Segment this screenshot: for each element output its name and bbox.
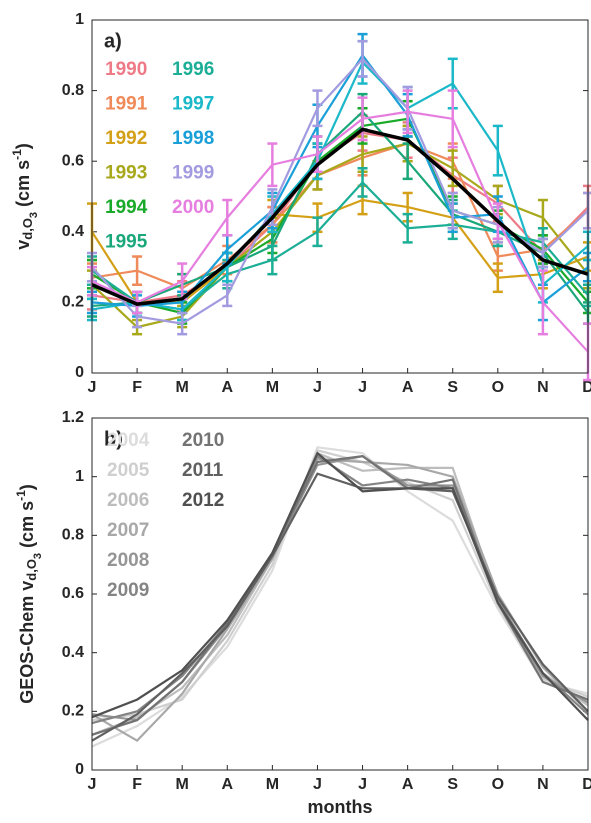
series-line — [91, 446, 589, 748]
y-axis-label-part: 3 — [28, 212, 40, 218]
x-tick-label: D — [582, 776, 591, 793]
panel-label: b) — [104, 428, 123, 450]
legend-entry: 2005 — [107, 460, 150, 481]
y-tick-label: 0.4 — [62, 223, 84, 240]
y-axis-label-part: (cm s — [13, 160, 33, 212]
x-tick-label: J — [358, 379, 367, 396]
legend-entry: 1997 — [172, 94, 214, 115]
series-line — [91, 451, 589, 736]
legend-entry: 2009 — [107, 580, 149, 601]
y-axis-label: vd,O3 (cm s-1) — [10, 143, 40, 250]
y-axis-label-part: ) — [17, 484, 37, 490]
series-line — [91, 57, 589, 325]
y-tick-label: 0.4 — [62, 644, 84, 661]
series-line — [91, 60, 589, 311]
x-tick-label: J — [313, 776, 322, 793]
x-tick-label: N — [537, 776, 549, 793]
series-line — [91, 472, 589, 742]
x-tick-label: F — [132, 776, 142, 793]
panel-label: a) — [104, 30, 122, 52]
y-axis-label-part: -1 — [14, 490, 28, 501]
series-line — [91, 127, 589, 306]
x-tick-label: A — [221, 379, 233, 396]
series-line — [91, 53, 589, 308]
panel: 0 0.2 0.4 0.6 0.8 1 1.2 J F M A M J J A S O N Db)2004 2005 2… — [14, 409, 591, 817]
legend-entry: 1993 — [105, 163, 147, 184]
series-line — [91, 454, 589, 736]
y-axis-label-part: GEOS-Chem v — [17, 581, 37, 704]
x-tick-label: J — [358, 776, 367, 793]
y-tick-label: 0 — [75, 761, 84, 778]
x-tick-label: J — [313, 379, 322, 396]
y-axis-label-part: ) — [13, 143, 33, 149]
x-tick-label: A — [402, 776, 414, 793]
x-tick-label: A — [221, 776, 233, 793]
plot-frame — [91, 19, 589, 374]
x-tick-label: J — [88, 379, 97, 396]
y-tick-label: 0.8 — [62, 527, 84, 544]
x-tick-label: S — [447, 776, 458, 793]
x-tick-label: M — [176, 379, 189, 396]
y-axis-label-part: (cm s — [17, 501, 37, 553]
x-tick-label: O — [492, 379, 504, 396]
y-tick-label: 0.2 — [62, 703, 84, 720]
series-line — [91, 451, 589, 721]
legend-entry: 2010 — [182, 430, 224, 451]
y-axis-label-part: -1 — [10, 149, 24, 160]
y-axis-label: GEOS-Chem vd,O3 (cm s-1) — [14, 484, 44, 704]
legend-entry: 1998 — [172, 128, 214, 149]
x-tick-label: O — [492, 776, 504, 793]
legend-entry: 2000 — [172, 197, 214, 218]
y-tick-label: 0.2 — [62, 294, 84, 311]
y-tick-label: 1.2 — [62, 409, 84, 426]
y-axis-label-part: 3 — [32, 553, 44, 559]
legend-entry: 1994 — [105, 197, 148, 218]
legend-entry: 2006 — [107, 490, 149, 511]
legend-entry: 2004 — [107, 430, 150, 451]
legend-entry: 1999 — [172, 163, 214, 184]
y-tick-label: 0.6 — [62, 585, 84, 602]
x-tick-label: J — [88, 776, 97, 793]
y-tick-label: 0.8 — [62, 82, 84, 99]
y-axis-label-part: d,O — [20, 218, 35, 240]
legend-entry: 1991 — [105, 94, 148, 115]
legend-entry: 1990 — [105, 59, 147, 80]
legend-entry: 2007 — [107, 520, 149, 541]
legend-entry: 2011 — [182, 460, 224, 481]
y-tick-label: 0.6 — [62, 152, 84, 169]
x-axis-label: months — [308, 797, 373, 817]
x-tick-label: M — [176, 776, 189, 793]
series-line — [91, 110, 589, 353]
y-tick-label: 0 — [75, 364, 84, 381]
x-tick-label: F — [132, 379, 142, 396]
x-tick-label: M — [266, 776, 279, 793]
legend-entry: 1996 — [172, 59, 214, 80]
legend-entry: 2012 — [182, 490, 224, 511]
legend-entry: 1992 — [105, 128, 147, 149]
x-tick-label: N — [537, 379, 549, 396]
x-tick-label: D — [582, 379, 591, 396]
series-line — [91, 142, 589, 329]
legend-entry: 1995 — [105, 232, 148, 253]
x-tick-label: S — [447, 379, 458, 396]
y-tick-label: 1 — [75, 11, 84, 28]
series-line — [91, 454, 589, 725]
x-tick-label: M — [266, 379, 279, 396]
plot-frame — [91, 417, 589, 771]
y-axis-label-part: d,O — [24, 559, 39, 581]
y-tick-label: 1 — [75, 468, 84, 485]
x-tick-label: A — [402, 379, 414, 396]
legend-entry: 2008 — [107, 550, 149, 571]
panel: 0 0.2 0.4 0.6 0.8 1 J F M A M J J A S O N Da) 1990 1991 1992… — [10, 11, 591, 396]
y-axis-label-part: v — [13, 240, 33, 250]
